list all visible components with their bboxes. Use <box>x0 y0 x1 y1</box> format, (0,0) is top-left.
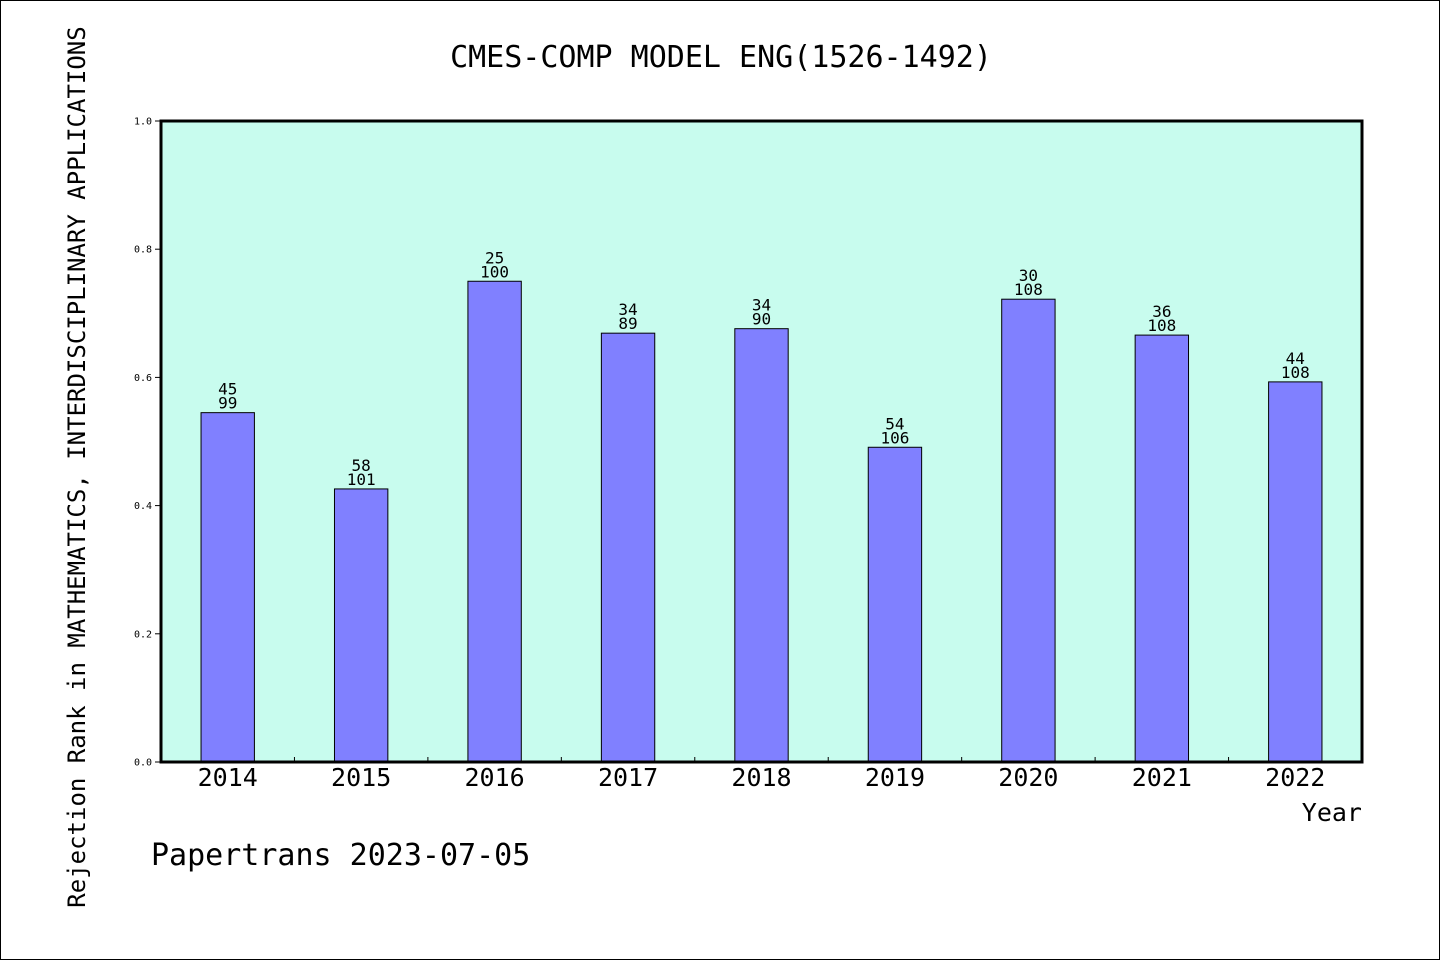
chart-title: CMES-COMP MODEL ENG(1526-1492) <box>450 40 992 75</box>
data-label-top-2017: 34 <box>618 300 637 319</box>
bar-2020 <box>1001 298 1056 763</box>
data-label-bottom-2022: 108 <box>1281 363 1310 382</box>
data-label-top-2018: 34 <box>752 296 771 315</box>
data-label-top-2015: 58 <box>352 456 371 475</box>
y-tick-label-0.0: 0.0 <box>134 758 152 769</box>
bars-group <box>200 280 1323 763</box>
bar-2018 <box>734 328 789 763</box>
data-label-bottom-2016: 100 <box>480 262 509 281</box>
x-tick-label-2017: 2017 <box>598 763 658 792</box>
y-tick-label-0.2: 0.2 <box>134 629 152 640</box>
y-tick-label-1.0: 1.0 <box>134 117 152 128</box>
data-label-bottom-2019: 106 <box>880 428 909 447</box>
data-label-top-2021: 36 <box>1152 302 1171 321</box>
data-label-top-2016: 25 <box>485 248 504 267</box>
data-label-bottom-2017: 89 <box>618 314 637 333</box>
data-label-bottom-2015: 101 <box>347 470 376 489</box>
footer-credit: Papertrans 2023-07-05 <box>151 838 530 873</box>
bar-2021 <box>1134 334 1190 763</box>
data-label-bottom-2021: 108 <box>1147 316 1176 335</box>
data-label-bottom-2020: 108 <box>1014 280 1043 299</box>
x-tick-label-2019: 2019 <box>865 763 925 792</box>
bar-2015 <box>333 488 389 763</box>
data-label-bottom-2014: 99 <box>218 394 237 413</box>
data-labels-group: 4599581012510034893490541063010836108441… <box>218 248 1310 489</box>
y-axis-label: Rejection Rank in MATHEMATICS, INTERDISC… <box>63 26 91 907</box>
data-label-top-2022: 44 <box>1286 349 1305 368</box>
x-tick-label-2016: 2016 <box>465 763 525 792</box>
x-axis: 2014 2015 2016 2017 2018 2019 2020 2021 2022 <box>198 757 1325 792</box>
bar-2014 <box>200 412 255 763</box>
y-tick-label-0.8: 0.8 <box>134 245 152 256</box>
data-label-bottom-2018: 90 <box>752 310 771 329</box>
bar-2016 <box>467 280 522 763</box>
bar-2019 <box>867 446 923 763</box>
y-axis: 0.0 0.2 0.4 0.6 0.8 1.0 <box>134 117 161 769</box>
x-tick-label-2020: 2020 <box>998 763 1058 792</box>
data-label-top-2020: 30 <box>1019 266 1038 285</box>
x-tick-label-2018: 2018 <box>731 763 791 792</box>
y-tick-label-0.4: 0.4 <box>134 501 152 512</box>
x-tick-label-2021: 2021 <box>1132 763 1192 792</box>
plot-border <box>159 119 1364 764</box>
bar-2017 <box>600 332 656 763</box>
x-tick-label-2015: 2015 <box>331 763 391 792</box>
x-tick-label-2014: 2014 <box>198 763 258 792</box>
x-tick-label-2022: 2022 <box>1265 763 1325 792</box>
y-tick-label-0.6: 0.6 <box>134 373 152 384</box>
bar-2022 <box>1268 381 1323 763</box>
x-axis-label: Year <box>1302 798 1362 827</box>
data-label-top-2019: 54 <box>885 414 904 433</box>
data-label-top-2014: 45 <box>218 380 237 399</box>
